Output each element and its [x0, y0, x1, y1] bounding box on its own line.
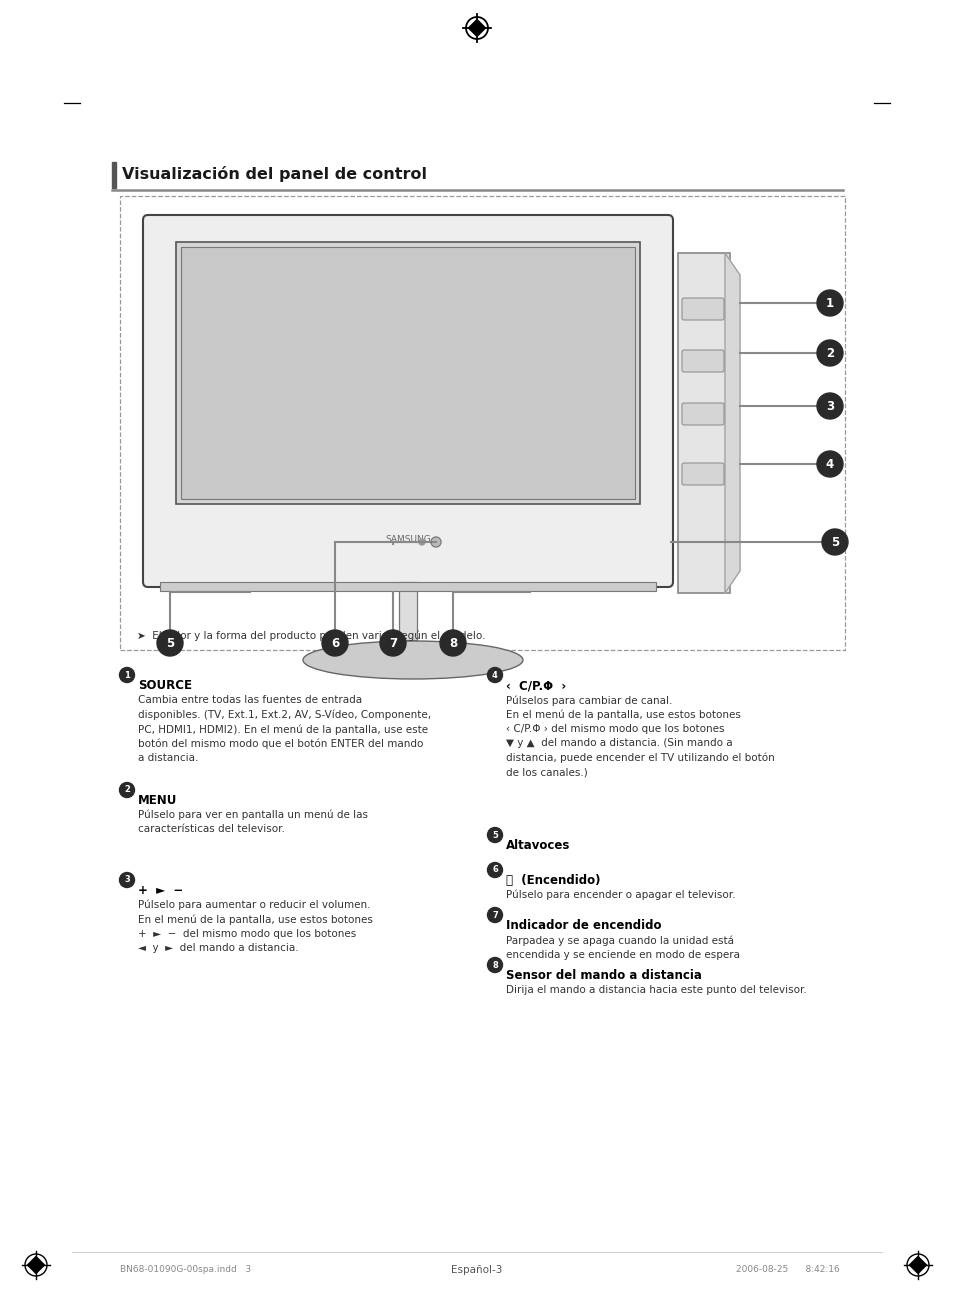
Text: Sensor del mando a distancia: Sensor del mando a distancia	[505, 969, 701, 982]
Text: 8: 8	[449, 637, 456, 650]
Circle shape	[439, 630, 465, 656]
Polygon shape	[27, 1256, 45, 1274]
Text: Púlselo para aumentar o reducir el volumen.
En el menú de la pantalla, use estos: Púlselo para aumentar o reducir el volum…	[138, 900, 373, 953]
Text: Púlselo para encender o apagar el televisor.: Púlselo para encender o apagar el televi…	[505, 890, 735, 900]
Text: 7: 7	[492, 911, 497, 920]
FancyBboxPatch shape	[681, 403, 723, 425]
Circle shape	[816, 394, 842, 420]
Circle shape	[418, 539, 424, 546]
Text: 3: 3	[825, 400, 833, 413]
Text: +  ►  −: + ► −	[138, 885, 183, 898]
Text: BN68-01090G-00spa.indd   3: BN68-01090G-00spa.indd 3	[120, 1265, 251, 1274]
Polygon shape	[468, 19, 485, 36]
Text: Visualización del panel de control: Visualización del panel de control	[122, 166, 427, 182]
Text: MENU: MENU	[138, 794, 177, 807]
Circle shape	[487, 668, 502, 682]
Bar	[160, 582, 656, 591]
Circle shape	[379, 630, 406, 656]
Text: Dirija el mando a distancia hacia este punto del televisor.: Dirija el mando a distancia hacia este p…	[505, 985, 806, 995]
Text: 5: 5	[166, 637, 174, 650]
Text: 2: 2	[124, 786, 130, 795]
Bar	[120, 196, 844, 650]
Circle shape	[487, 827, 502, 843]
Circle shape	[119, 668, 134, 682]
Text: Cambia entre todas las fuentes de entrada
disponibles. (TV, Ext.1, Ext.2, AV, S-: Cambia entre todas las fuentes de entrad…	[138, 695, 431, 764]
Text: 3: 3	[124, 876, 130, 885]
Circle shape	[816, 290, 842, 316]
Text: 6: 6	[331, 637, 338, 650]
Bar	[181, 247, 635, 499]
FancyBboxPatch shape	[681, 462, 723, 485]
Circle shape	[487, 908, 502, 922]
Bar	[112, 162, 116, 188]
Bar	[398, 582, 416, 640]
Text: 4: 4	[825, 457, 833, 470]
Circle shape	[322, 630, 348, 656]
Text: 2006-08-25      8:42:16: 2006-08-25 8:42:16	[736, 1265, 840, 1274]
Circle shape	[487, 863, 502, 878]
Text: Altavoces: Altavoces	[505, 839, 570, 852]
Bar	[175, 242, 639, 504]
Text: Indicador de encendido: Indicador de encendido	[505, 918, 660, 931]
Text: 5: 5	[492, 830, 497, 839]
Text: ⏻  (Encendido): ⏻ (Encendido)	[505, 874, 599, 887]
Text: 4: 4	[492, 670, 497, 679]
Circle shape	[431, 536, 440, 547]
FancyBboxPatch shape	[681, 349, 723, 372]
Circle shape	[157, 630, 183, 656]
Polygon shape	[724, 253, 740, 594]
Text: Parpadea y se apaga cuando la unidad está
encendida y se enciende en modo de esp: Parpadea y se apaga cuando la unidad est…	[505, 935, 740, 960]
Text: Púlselos para cambiar de canal.
En el menú de la pantalla, use estos botones
‹ C: Púlselos para cambiar de canal. En el me…	[505, 695, 774, 777]
Ellipse shape	[303, 640, 522, 679]
Text: 1: 1	[124, 670, 130, 679]
Text: 1: 1	[825, 296, 833, 309]
Circle shape	[821, 529, 847, 555]
Text: Español-3: Español-3	[451, 1265, 502, 1276]
Text: SOURCE: SOURCE	[138, 679, 192, 692]
Text: ➤  El color y la forma del producto pueden variar según el modelo.: ➤ El color y la forma del producto puede…	[137, 630, 485, 640]
Circle shape	[487, 957, 502, 973]
Bar	[678, 253, 729, 594]
Text: 2: 2	[825, 347, 833, 360]
Polygon shape	[908, 1256, 926, 1274]
Text: Púlselo para ver en pantalla un menú de las
características del televisor.: Púlselo para ver en pantalla un menú de …	[138, 811, 368, 834]
Circle shape	[816, 451, 842, 477]
Text: 5: 5	[830, 535, 839, 548]
Circle shape	[119, 873, 134, 887]
Text: 8: 8	[492, 960, 497, 969]
Text: SAMSUNG: SAMSUNG	[385, 534, 431, 543]
Text: 7: 7	[389, 637, 396, 650]
FancyBboxPatch shape	[143, 216, 672, 587]
FancyBboxPatch shape	[681, 297, 723, 320]
Circle shape	[119, 782, 134, 798]
Text: ‹  C/P.Φ  ›: ‹ C/P.Φ ›	[505, 679, 566, 692]
Text: 6: 6	[492, 865, 497, 874]
Circle shape	[816, 340, 842, 366]
